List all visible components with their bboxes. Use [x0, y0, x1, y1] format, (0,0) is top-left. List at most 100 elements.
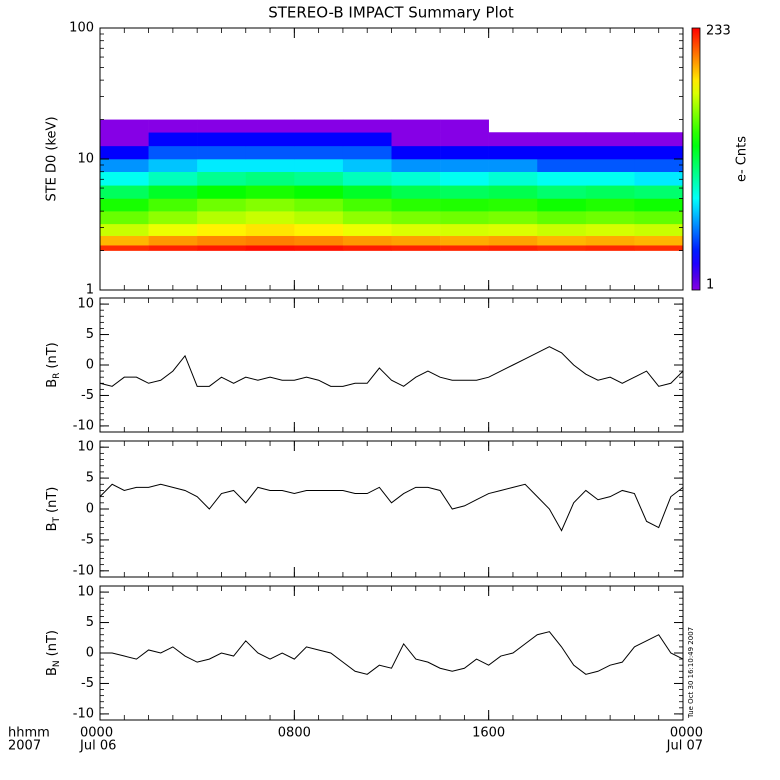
x-date-label: Jul 07 — [666, 739, 703, 754]
heat-cell — [245, 159, 295, 172]
y-tick-label: -5 — [81, 532, 94, 547]
y-tick-label: -5 — [81, 676, 94, 691]
heat-cell — [148, 171, 198, 186]
heat-cell — [148, 119, 198, 133]
colorbar-max-label: 233 — [706, 24, 731, 39]
heat-cell — [197, 223, 247, 236]
heat-cell — [148, 185, 198, 199]
heat-cell — [634, 171, 684, 186]
heat-cell — [634, 223, 684, 236]
heat-cell — [488, 245, 538, 251]
heat-cell — [342, 145, 392, 160]
heat-cell — [488, 145, 538, 160]
colorbar — [691, 27, 701, 291]
heat-cell — [342, 185, 392, 199]
heat-cell — [245, 145, 295, 160]
heat-cell — [585, 159, 635, 172]
heat-cell — [634, 235, 684, 246]
heat-cell — [342, 198, 392, 212]
heat-cell — [440, 223, 489, 236]
heat-cell — [294, 211, 344, 225]
heat-cell — [294, 235, 344, 246]
heat-cell — [197, 145, 247, 160]
y-tick-label: 10 — [77, 585, 94, 600]
heat-cell — [245, 119, 295, 133]
heat-cell — [100, 159, 149, 172]
heat-cell — [294, 245, 344, 251]
heat-cell — [342, 245, 392, 251]
heat-cell — [148, 235, 198, 246]
heat-cell — [585, 185, 635, 199]
heat-cell — [634, 132, 684, 147]
heat-cell — [391, 145, 441, 160]
heat-cell — [537, 185, 587, 199]
x-tick-label: 0800 — [278, 726, 311, 741]
heat-cell — [100, 198, 149, 212]
heat-cell — [391, 211, 441, 225]
y-tick-label: 5 — [86, 471, 94, 486]
y-label-symbol: B — [45, 522, 60, 531]
heat-cell — [488, 171, 538, 186]
heat-cell — [245, 245, 295, 251]
heat-cell — [100, 145, 149, 160]
heat-cell — [585, 132, 635, 147]
heat-cell — [585, 235, 635, 246]
heat-cell — [197, 119, 247, 133]
y-label-unit: (nT) — [45, 487, 60, 513]
heat-cell — [197, 171, 247, 186]
colorbar-min-label: 1 — [706, 278, 714, 293]
x-year-label: 2007 — [8, 739, 41, 754]
x-tick-label: 1600 — [472, 726, 505, 741]
heat-cell — [294, 119, 344, 133]
plot-title: STEREO-B IMPACT Summary Plot — [268, 4, 514, 22]
heat-cell — [342, 223, 392, 236]
y-label-subscript: T — [52, 516, 62, 523]
heat-cell — [342, 119, 392, 133]
heat-cell — [197, 245, 247, 251]
heat-cell — [197, 235, 247, 246]
heat-cell — [294, 223, 344, 236]
panel-frame — [99, 297, 684, 433]
heat-cell — [245, 223, 295, 236]
heat-cell — [294, 159, 344, 172]
heat-cell — [488, 223, 538, 236]
heat-cell — [585, 245, 635, 251]
heat-cell — [391, 235, 441, 246]
heat-cell — [245, 211, 295, 225]
colorbar-label: e- Cnts — [735, 136, 750, 182]
y-label-subscript: N — [52, 660, 62, 667]
data-line — [99, 483, 684, 532]
timestamp: Tue Oct 30 16:10:49 2007 — [687, 627, 695, 719]
y-label-symbol: B — [45, 379, 60, 388]
heat-cell — [294, 198, 344, 212]
y-tick-label: 1 — [86, 283, 94, 298]
panel-frame — [99, 440, 684, 578]
heat-cell — [440, 159, 489, 172]
heat-cell — [342, 211, 392, 225]
heat-cell — [148, 245, 198, 251]
heat-cell — [148, 159, 198, 172]
heat-cell — [634, 211, 684, 225]
heat-cell — [100, 185, 149, 199]
heat-cell — [488, 198, 538, 212]
heat-cell — [391, 223, 441, 236]
y-tick-label: -10 — [73, 418, 94, 433]
heat-cell — [197, 159, 247, 172]
heat-cell — [440, 185, 489, 199]
y-label-unit: (nT) — [45, 342, 60, 368]
heat-cell — [391, 132, 441, 147]
heat-cell — [294, 145, 344, 160]
heat-cell — [100, 119, 149, 133]
y-tick-label: 10 — [77, 152, 94, 167]
heat-cell — [585, 223, 635, 236]
y-tick-label: -5 — [81, 388, 94, 403]
heat-cell — [391, 159, 441, 172]
heat-cell — [294, 171, 344, 186]
heat-cell — [391, 198, 441, 212]
heat-cell — [634, 185, 684, 199]
heat-cell — [537, 235, 587, 246]
heat-cell — [342, 132, 392, 147]
y-tick-label: 10 — [77, 440, 94, 455]
heat-cell — [488, 211, 538, 225]
heat-cell — [440, 198, 489, 212]
